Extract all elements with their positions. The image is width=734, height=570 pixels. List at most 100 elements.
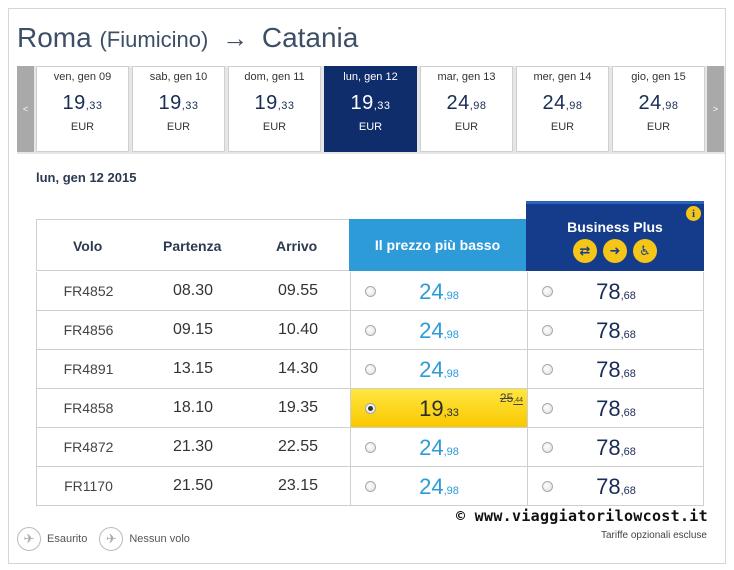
flight-number: FR4891 — [63, 361, 114, 377]
business-plus-radio[interactable] — [542, 442, 553, 453]
date-price: 19,33 — [254, 92, 295, 114]
business-plus-price: 78,68 — [596, 396, 636, 421]
date-card[interactable]: mar, gen 13 24,98 EUR — [420, 66, 513, 152]
lowest-fare-radio[interactable] — [365, 364, 376, 375]
date-card[interactable]: sab, gen 10 19,33 EUR — [132, 66, 225, 152]
business-plus-cell[interactable]: 78,68 — [527, 428, 704, 466]
route-arrow-icon: → — [222, 23, 249, 53]
watermark: © www.viaggiatorilowcost.it — [456, 507, 708, 525]
date-currency: EUR — [262, 121, 287, 133]
fast-track-icon: ➜ — [603, 239, 627, 263]
lowest-fare-cell[interactable]: 24,98 — [350, 428, 527, 466]
arrival-time: 22.55 — [277, 438, 319, 455]
arrival-time: 19.35 — [277, 399, 319, 416]
date-card[interactable]: dom, gen 11 19,33 EUR — [228, 66, 321, 152]
date-label: mer, gen 14 — [533, 71, 592, 83]
old-price: 25,44 — [499, 391, 523, 405]
prev-dates-button[interactable]: < — [17, 66, 34, 152]
date-currency: EUR — [454, 121, 479, 133]
departure-time: 21.30 — [172, 438, 214, 455]
business-plus-radio[interactable] — [542, 286, 553, 297]
business-plus-cell[interactable]: 78,68 — [527, 389, 704, 427]
arrival-time: 14.30 — [277, 360, 319, 377]
table-row: FR4858 18.10 19.35 19,33 25,44 78,68 — [36, 389, 704, 428]
date-card[interactable]: mer, gen 14 24,98 EUR — [516, 66, 609, 152]
lowest-fare-cell[interactable]: 19,33 25,44 — [350, 389, 527, 427]
info-icon[interactable]: i — [686, 206, 701, 221]
date-label: ven, gen 09 — [53, 71, 112, 83]
business-plus-radio[interactable] — [542, 325, 553, 336]
business-plus-price: 78,68 — [596, 318, 636, 343]
departure-time: 08.30 — [172, 282, 214, 299]
business-plus-cell[interactable]: 78,68 — [527, 272, 704, 310]
business-plus-price: 78,68 — [596, 357, 636, 382]
route-title: Roma (Fiumicino) → Catania — [17, 22, 358, 54]
business-plus-radio[interactable] — [542, 364, 553, 375]
next-dates-button[interactable]: > — [707, 66, 724, 152]
business-plus-cell[interactable]: 78,68 — [527, 311, 704, 349]
date-price: 24,98 — [446, 92, 487, 114]
priority-seat-icon: ♿ — [633, 239, 657, 263]
table-row: FR4856 09.15 10.40 24,98 78,68 — [36, 311, 704, 350]
date-card[interactable]: lun, gen 12 19,33 EUR — [324, 66, 417, 152]
lowest-fare-radio[interactable] — [365, 481, 376, 492]
flight-number: FR4856 — [63, 322, 114, 338]
no-flight-icon: ✈ — [99, 527, 124, 551]
date-price: 19,33 — [350, 92, 391, 114]
business-plus-radio[interactable] — [542, 481, 553, 492]
lowest-fare-radio[interactable] — [365, 325, 376, 336]
date-currency: EUR — [166, 121, 191, 133]
lowest-fare-price: 24,98 — [419, 474, 459, 499]
date-currency: EUR — [646, 121, 671, 133]
lowest-fare-price: 24,98 — [419, 279, 459, 304]
business-plus-cell[interactable]: 78,68 — [527, 350, 704, 388]
table-header: Volo Partenza Arrivo — [36, 219, 349, 271]
date-price: 19,33 — [158, 92, 199, 114]
arrival-time: 10.40 — [277, 321, 319, 338]
business-plus-cell[interactable]: 78,68 — [527, 467, 704, 505]
legend-sold-out: Esaurito — [47, 533, 88, 545]
selected-date-heading: lun, gen 12 2015 — [36, 170, 137, 185]
arrival-time: 23.15 — [277, 477, 319, 494]
arrival-time: 09.55 — [277, 282, 319, 299]
sold-out-icon: ✈ — [17, 527, 41, 551]
date-card[interactable]: gio, gen 15 24,98 EUR — [612, 66, 705, 152]
lowest-fare-price: 24,98 — [419, 357, 459, 382]
header-business-plus: i Business Plus ⇄ ➜ ♿ — [526, 201, 704, 271]
lowest-fare-cell[interactable]: 24,98 — [350, 311, 527, 349]
flight-number: FR1170 — [64, 478, 113, 494]
legend-no-flight: Nessun volo — [129, 533, 190, 545]
lowest-fare-cell[interactable]: 24,98 — [350, 467, 527, 505]
flight-number: FR4872 — [63, 439, 114, 455]
lowest-fare-radio[interactable] — [365, 403, 376, 414]
flight-number: FR4852 — [63, 283, 114, 299]
lowest-fare-radio[interactable] — [365, 442, 376, 453]
origin-airport: (Fiumicino) — [99, 27, 209, 52]
departure-time: 13.15 — [172, 360, 214, 377]
departure-time: 21.50 — [172, 477, 214, 494]
date-currency: EUR — [70, 121, 95, 133]
lowest-fare-price: 24,98 — [419, 318, 459, 343]
departure-time: 09.15 — [172, 321, 214, 338]
header-departure: Partenza — [163, 238, 222, 254]
date-price: 24,98 — [638, 92, 679, 114]
business-plus-price: 78,68 — [596, 279, 636, 304]
lowest-fare-cell[interactable]: 24,98 — [350, 350, 527, 388]
business-plus-radio[interactable] — [542, 403, 553, 414]
departure-time: 18.10 — [172, 399, 214, 416]
footer-note: Tariffe opzionali escluse — [601, 530, 707, 541]
header-flight: Volo — [73, 238, 103, 254]
header-arrival: Arrivo — [276, 238, 318, 254]
lowest-fare-price: 19,33 — [419, 396, 459, 421]
date-price: 24,98 — [542, 92, 583, 114]
date-selector: < ven, gen 09 19,33 EUR sab, gen 10 19,33 EUR… — [17, 66, 725, 154]
date-label: sab, gen 10 — [149, 71, 208, 83]
table-row: FR4852 08.30 09.55 24,98 78,68 — [36, 272, 704, 311]
destination-city: Catania — [261, 22, 359, 53]
flights-table: Volo Partenza Arrivo Il prezzo più basso… — [36, 201, 704, 506]
lowest-fare-cell[interactable]: 24,98 — [350, 272, 527, 310]
lowest-fare-radio[interactable] — [365, 286, 376, 297]
date-card[interactable]: ven, gen 09 19,33 EUR — [36, 66, 129, 152]
lowest-fare-price: 24,98 — [419, 435, 459, 460]
business-plus-label: Business Plus — [567, 219, 663, 235]
